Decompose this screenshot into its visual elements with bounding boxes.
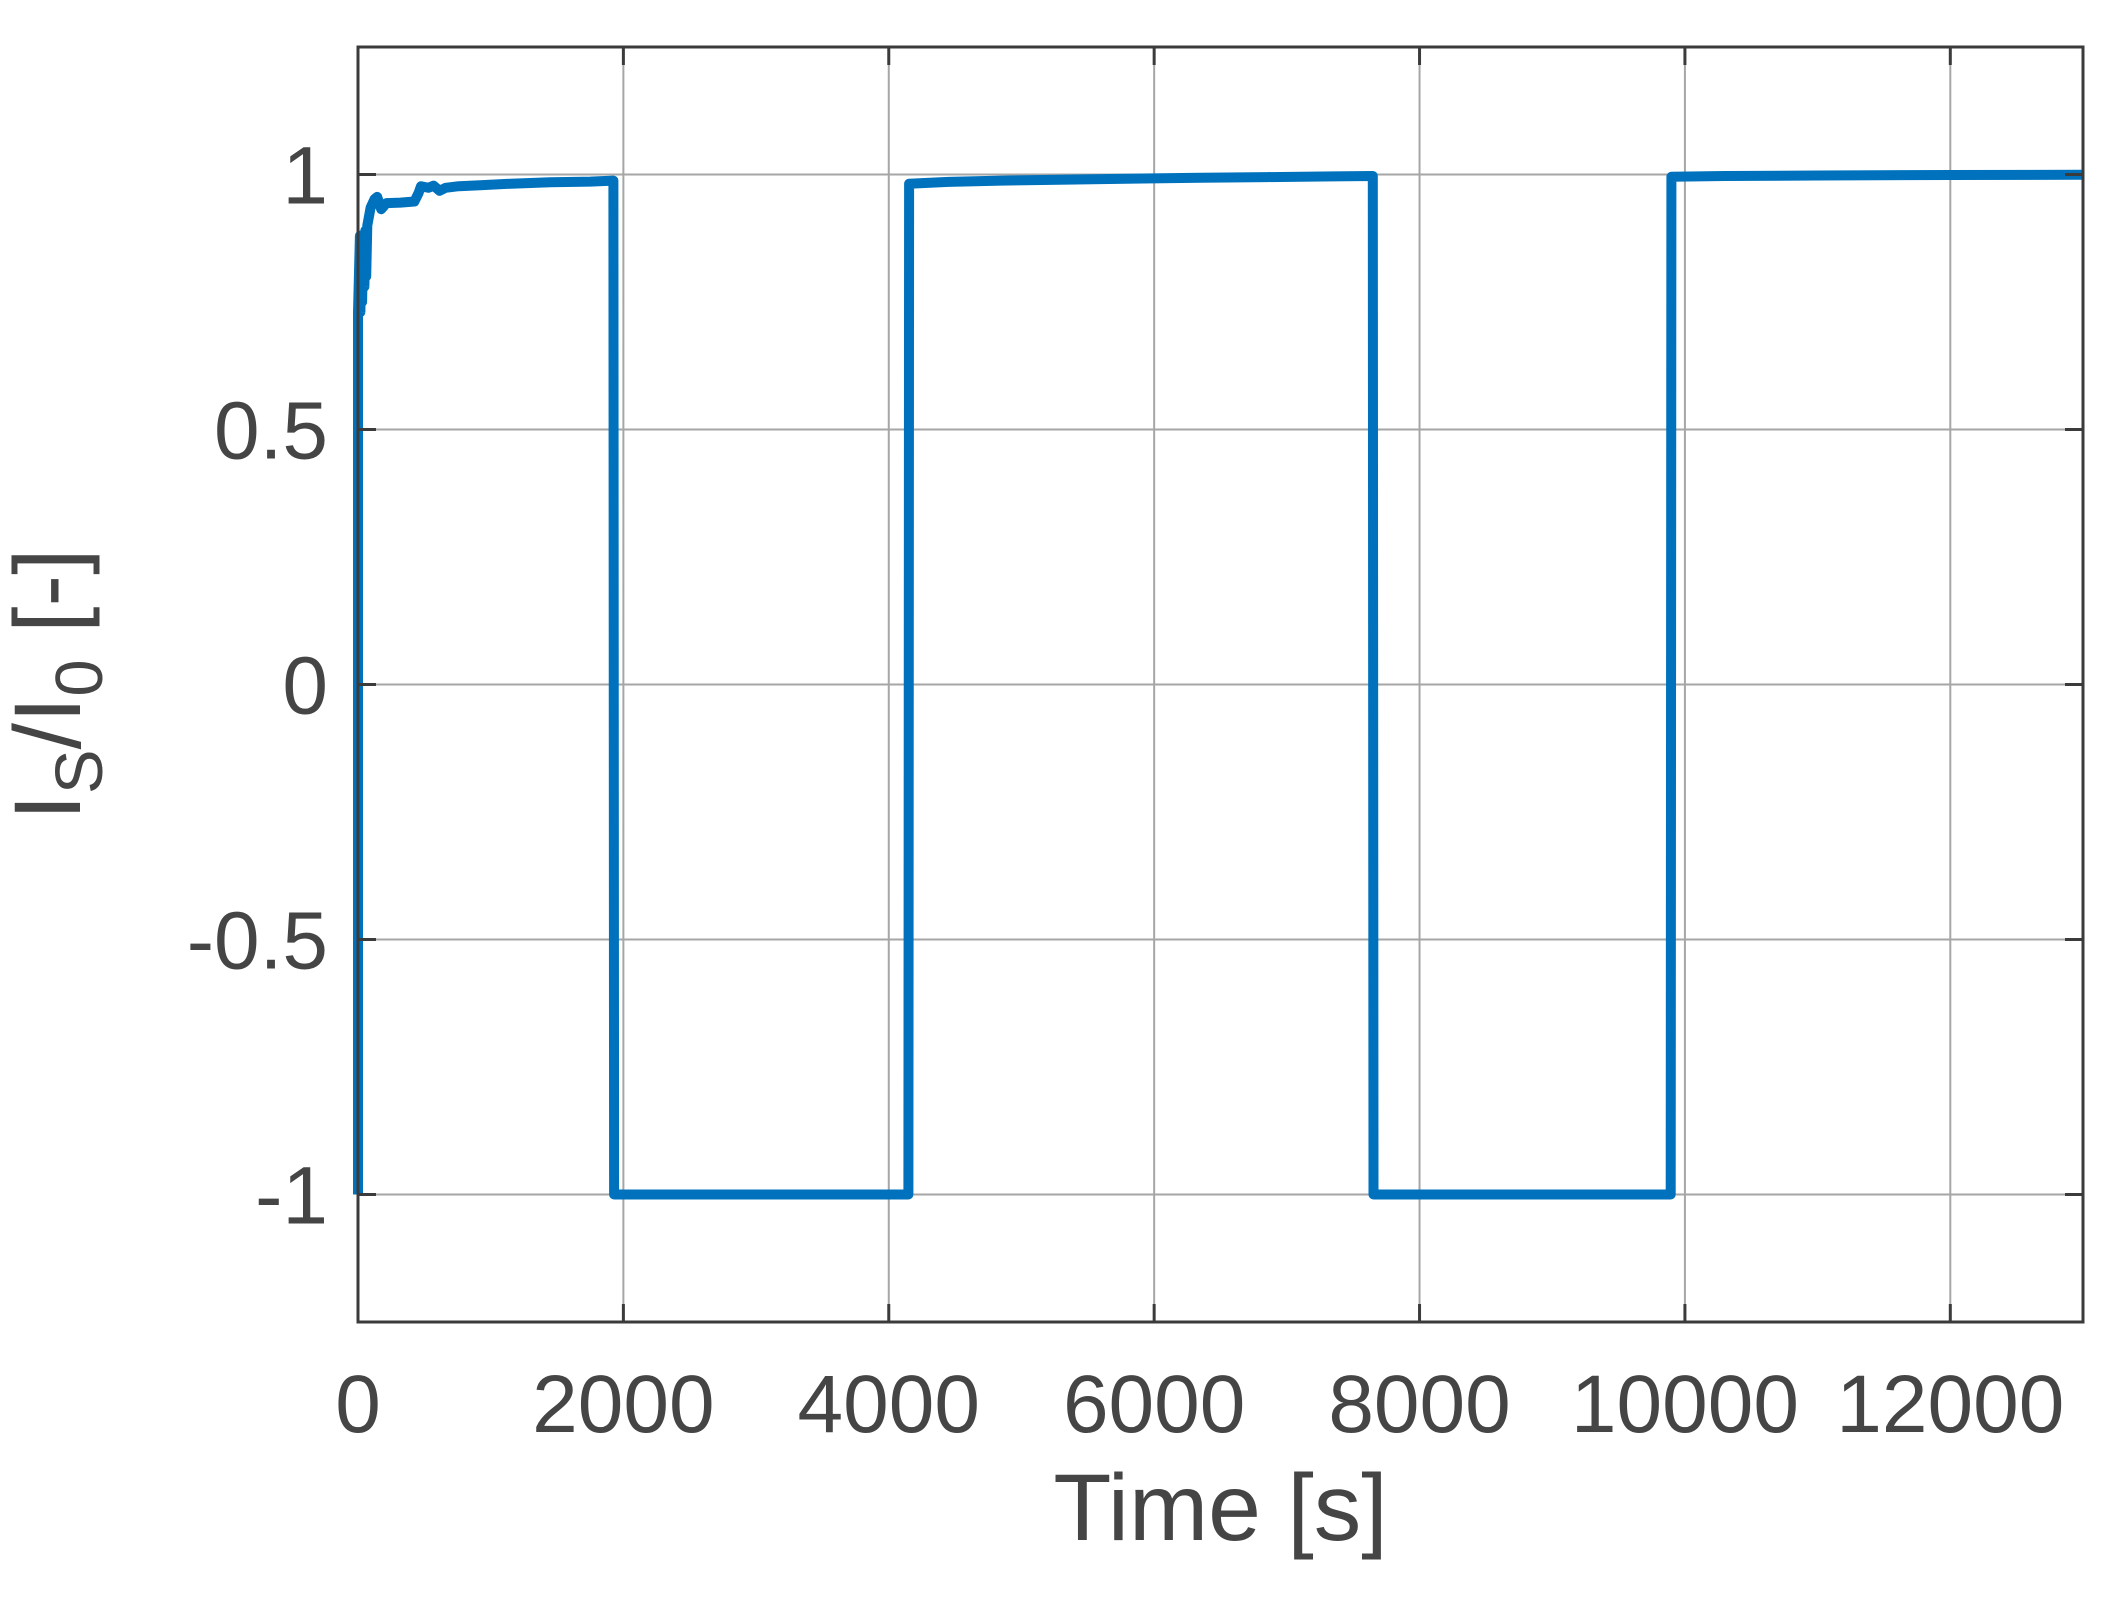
signal-line bbox=[353, 169, 2084, 1200]
x-tick-label: 4000 bbox=[798, 1359, 980, 1450]
y-axis-label-part: [-] bbox=[0, 549, 101, 660]
y-tick-label: -0.5 bbox=[187, 896, 328, 987]
plot-border bbox=[356, 45, 2085, 1324]
x-tick-label: 10000 bbox=[1571, 1359, 1799, 1450]
y-tick-label: 0.5 bbox=[214, 386, 328, 477]
x-tick-label: 0 bbox=[335, 1359, 381, 1450]
y-tick-label: 1 bbox=[282, 131, 328, 222]
x-tick-label: 8000 bbox=[1328, 1359, 1510, 1450]
y-tick-label: -1 bbox=[255, 1151, 328, 1242]
x-axis-label: Time [s] bbox=[1053, 1455, 1387, 1561]
x-tick-label: 2000 bbox=[532, 1359, 714, 1450]
data-layer bbox=[353, 169, 2084, 1200]
y-axis-label-subscript: S bbox=[42, 749, 117, 794]
y-axis-label-part: I bbox=[0, 794, 101, 820]
y-axis-label: IS/I0 [-] bbox=[0, 549, 117, 821]
axis-layer: 0 2000 4000 6000 8000 10000 12000 -1 -0.5 0 0.5 1 bbox=[187, 45, 2085, 1450]
grid-layer bbox=[357, 47, 2083, 1322]
x-tick-label: 12000 bbox=[1836, 1359, 2064, 1450]
y-axis-label-part: /I bbox=[0, 697, 101, 750]
y-tick-label: 0 bbox=[282, 641, 328, 732]
x-tick-label: 6000 bbox=[1063, 1359, 1245, 1450]
y-axis-label-subscript: 0 bbox=[42, 659, 117, 696]
